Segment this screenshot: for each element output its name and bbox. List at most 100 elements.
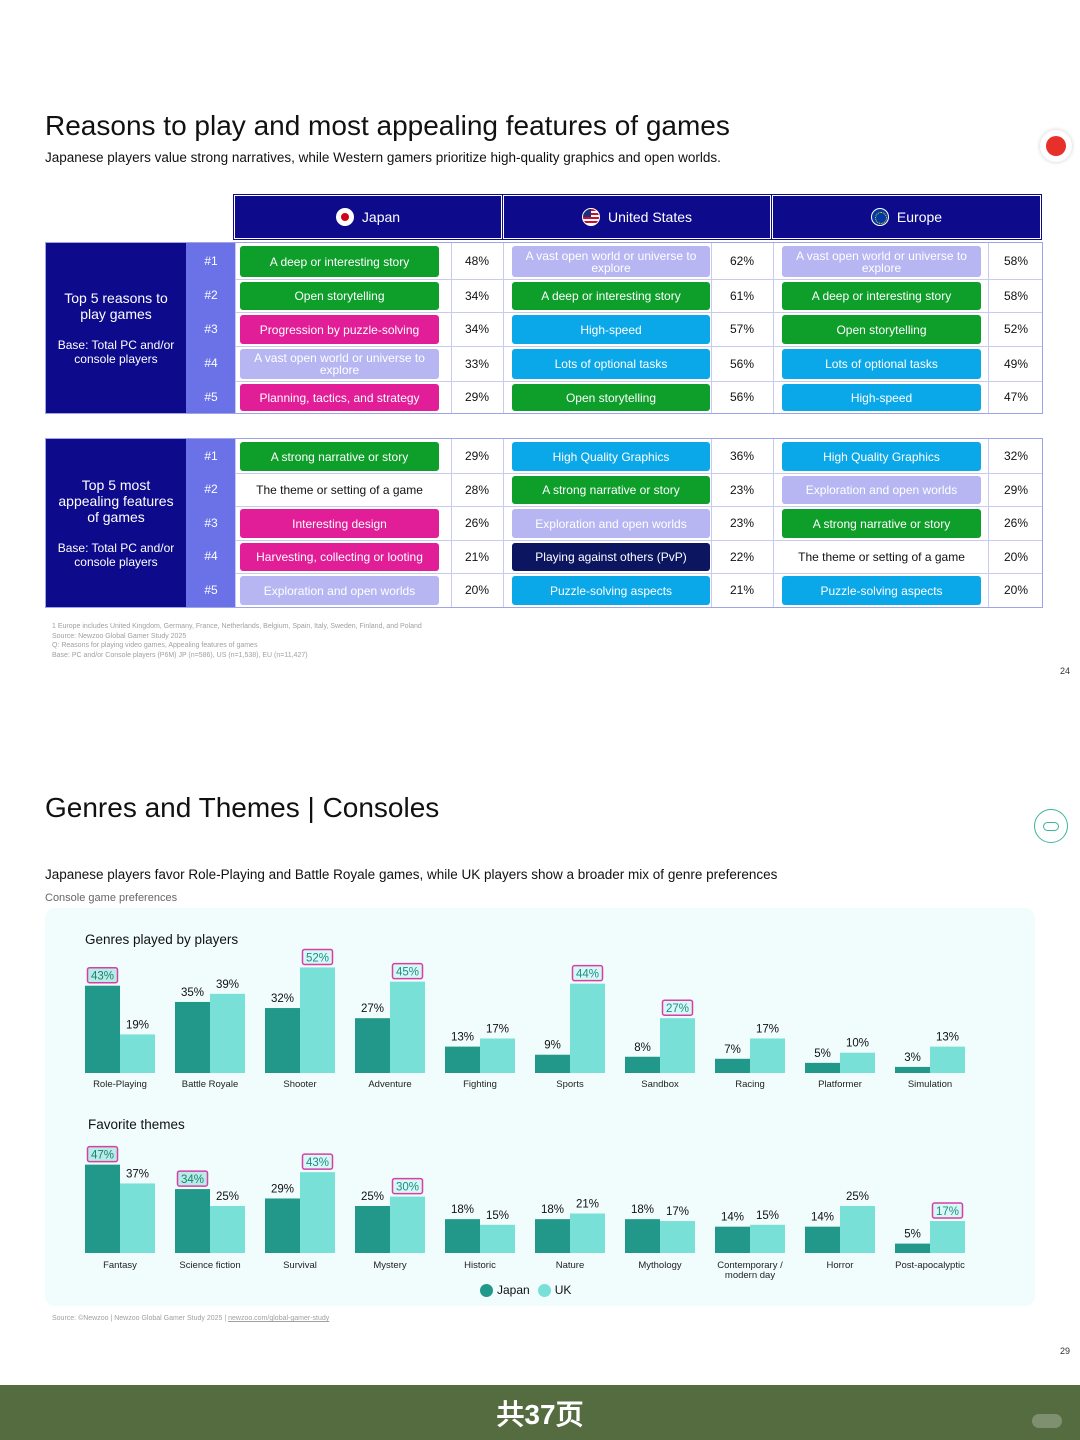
- rank-label: #4: [204, 549, 218, 563]
- reason-cell-us: Exploration and open worlds: [512, 509, 710, 538]
- reason-cell-europe: The theme or setting of a game: [798, 550, 965, 564]
- reason-cell-japan: Exploration and open worlds: [240, 576, 439, 605]
- percent-cell-europe: 49%: [1003, 356, 1029, 371]
- category-label: Post-apocalyptic: [895, 1260, 965, 1271]
- value-label: 5%: [904, 1229, 921, 1241]
- bar-japan: [85, 985, 120, 1073]
- section-reasons: Top 5 reasons to play games Base: Total …: [45, 242, 1043, 414]
- percent-cell-us: 56%: [729, 390, 755, 404]
- footnote-line: Base: PC and/or Console players (P6M) JP…: [52, 651, 308, 659]
- row-divider: [236, 540, 1042, 541]
- reason-cell-us: Playing against others (PvP): [512, 543, 710, 571]
- reason-cell-europe: High-speed: [782, 384, 981, 411]
- bar-uk: [570, 1213, 605, 1253]
- legend-label-japan: Japan: [497, 1283, 530, 1297]
- rank-label: #1: [204, 254, 218, 268]
- category-label: Shooter: [283, 1079, 316, 1090]
- percent-cell-us: 56%: [729, 356, 755, 371]
- percent-cell-japan: 28%: [464, 482, 490, 497]
- percent-cell-us: 57%: [729, 322, 755, 336]
- percent-cell-us: 62%: [729, 254, 755, 268]
- column-divider: [235, 439, 236, 607]
- value-label: 29%: [271, 1183, 294, 1195]
- row-divider: [236, 473, 1042, 474]
- rank-label: #3: [204, 322, 218, 336]
- category-label: Adventure: [368, 1079, 411, 1090]
- percent-cell-us: 36%: [729, 449, 755, 463]
- value-label: 27%: [666, 1003, 689, 1015]
- value-label: 10%: [846, 1038, 869, 1050]
- bar-uk: [840, 1206, 875, 1253]
- reason-cell-us: High-speed: [512, 315, 710, 344]
- page-subtitle: Japanese players favor Role-Playing and …: [45, 867, 778, 882]
- column-divider: [451, 243, 452, 413]
- percent-cell-japan: 29%: [464, 449, 490, 463]
- category-label: Historic: [464, 1260, 496, 1271]
- highlight-box: [571, 964, 604, 982]
- reason-cell-us: Puzzle-solving aspects: [512, 576, 710, 605]
- value-label: 18%: [451, 1204, 474, 1216]
- bar-uk: [840, 1052, 875, 1073]
- rank-column: [186, 439, 236, 607]
- rank-label: #5: [204, 390, 218, 404]
- category-label: Role-Playing: [93, 1079, 147, 1090]
- section-features-label: Top 5 most appealing features of games: [58, 477, 174, 525]
- source-text: Source: ©Newzoo | Newzoo Global Gamer St…: [52, 1315, 229, 1322]
- bar-japan: [445, 1046, 480, 1073]
- value-label: 15%: [486, 1210, 509, 1222]
- category-label: Racing: [735, 1079, 765, 1090]
- percent-cell-us: 22%: [729, 549, 755, 564]
- bar-japan: [535, 1054, 570, 1073]
- percent-cell-europe: 52%: [1003, 322, 1029, 336]
- value-label: 17%: [666, 1206, 689, 1218]
- page-title: Reasons to play and most appealing featu…: [45, 110, 730, 141]
- percent-cell-europe: 47%: [1003, 390, 1029, 404]
- reason-cell-us: A deep or interesting story: [512, 282, 710, 310]
- reason-cell-japan: Open storytelling: [240, 282, 439, 310]
- value-label: 17%: [936, 1206, 959, 1218]
- percent-cell-japan: 33%: [464, 356, 490, 371]
- highlight-box: [391, 1177, 424, 1195]
- reason-cell-europe: A strong narrative or story: [782, 509, 981, 538]
- category-label: Science fiction: [179, 1260, 240, 1271]
- bar-uk: [120, 1183, 155, 1253]
- bar-japan: [805, 1062, 840, 1073]
- percent-cell-us: 23%: [729, 482, 755, 497]
- column-divider: [451, 439, 452, 607]
- reason-cell-europe: Lots of optional tasks: [782, 349, 981, 379]
- footnote-line: Q: Reasons for playing video games, Appe…: [52, 642, 258, 649]
- header-us-label: United States: [607, 209, 693, 225]
- reason-cell-japan: A strong narrative or story: [240, 442, 439, 471]
- value-label: 27%: [361, 1003, 384, 1015]
- legend-swatch-japan: [480, 1283, 493, 1297]
- bar-japan: [265, 1008, 300, 1073]
- bar-uk: [390, 981, 425, 1073]
- bar-uk: [570, 983, 605, 1073]
- value-label: 17%: [756, 1023, 779, 1035]
- column-divider: [503, 439, 504, 607]
- highlight-box: [176, 1170, 209, 1187]
- bar-uk: [480, 1038, 515, 1073]
- percent-cell-europe: 20%: [1003, 549, 1029, 564]
- reason-cell-us: Open storytelling: [512, 384, 710, 411]
- header-europe-label: Europe: [896, 209, 943, 225]
- value-label: 14%: [811, 1212, 834, 1224]
- column-divider: [988, 439, 989, 607]
- record-button[interactable]: [1040, 130, 1072, 162]
- value-label: 44%: [576, 969, 599, 981]
- highlight-box: [301, 948, 334, 966]
- bar-uk: [120, 1034, 155, 1073]
- value-label: 32%: [271, 993, 294, 1005]
- category-label: Sports: [556, 1079, 584, 1090]
- source-link[interactable]: newzoo.com/global-gamer-study: [228, 1315, 330, 1322]
- percent-cell-japan: 34%: [464, 288, 490, 303]
- value-label: 37%: [126, 1168, 149, 1180]
- rank-label: #1: [204, 449, 218, 463]
- category-label: Fantasy: [103, 1260, 137, 1271]
- bar-uk: [750, 1038, 785, 1073]
- reason-cell-europe: A deep or interesting story: [782, 282, 981, 310]
- reason-cell-japan: A deep or interesting story: [240, 246, 439, 277]
- legend-label-uk: UK: [554, 1283, 572, 1297]
- bar-japan: [805, 1226, 840, 1253]
- value-label: 8%: [634, 1042, 651, 1054]
